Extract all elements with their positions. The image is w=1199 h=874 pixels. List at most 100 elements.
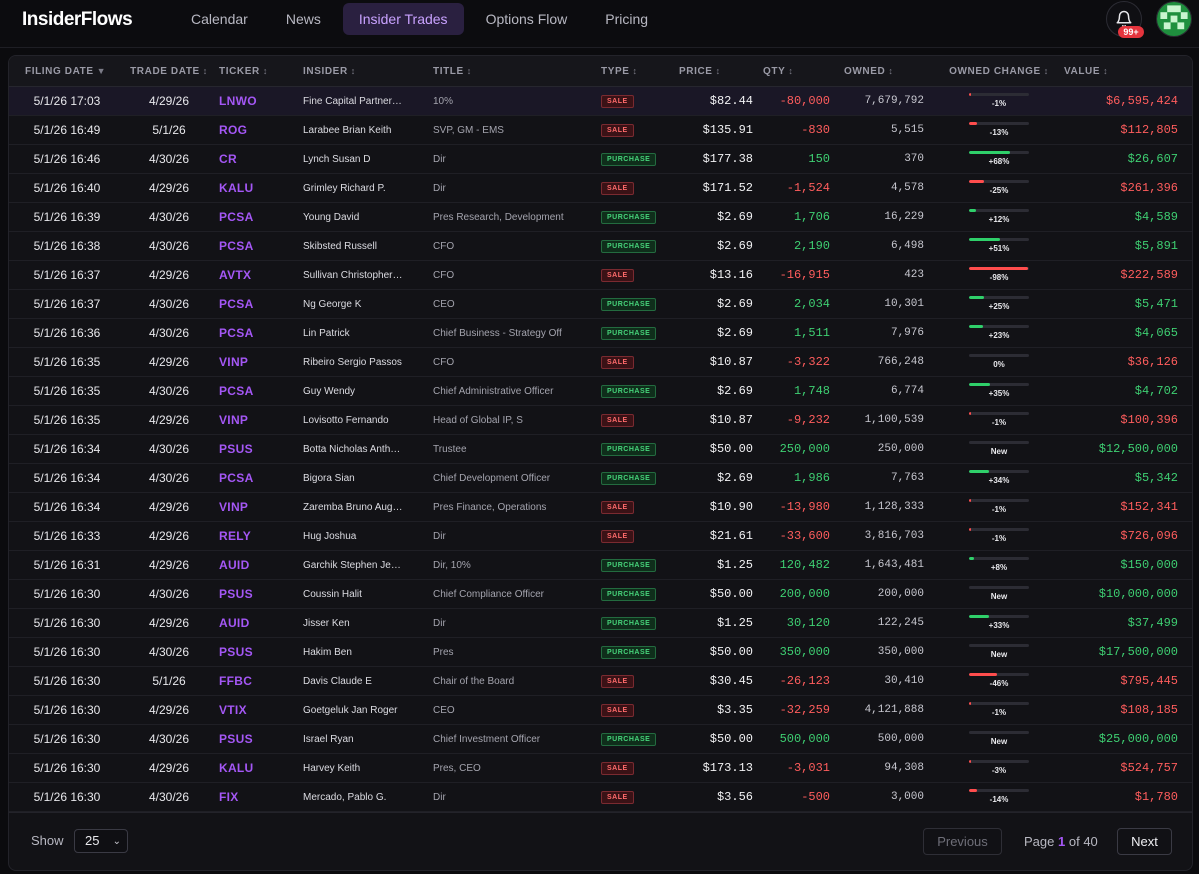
ticker-cell[interactable]: PCSA xyxy=(219,376,303,406)
filing-date-cell: 5/1/26 16:35 xyxy=(9,347,119,377)
nav-item-options-flow[interactable]: Options Flow xyxy=(485,11,568,27)
owned-change-indicator: +12% xyxy=(969,207,1029,227)
table-row[interactable]: 5/1/26 17:03 4/29/26 LNWO Fine Capital Part… xyxy=(9,86,1192,116)
title-cell: Trustee xyxy=(433,434,601,464)
table-row[interactable]: 5/1/26 16:49 5/1/26 ROG Larabee Brian Keith… xyxy=(9,115,1192,145)
column-header-price[interactable]: PRICE ↕ xyxy=(679,56,763,87)
next-page-button[interactable]: Next xyxy=(1117,828,1172,855)
ticker-cell[interactable]: AVTX xyxy=(219,260,303,290)
table-row[interactable]: 5/1/26 16:30 4/30/26 PSUS Israel Ryan Chief … xyxy=(9,724,1192,754)
table-row[interactable]: 5/1/26 16:35 4/30/26 PCSA Guy Wendy Chief Ad… xyxy=(9,376,1192,406)
ticker-cell[interactable]: PCSA xyxy=(219,202,303,232)
table-row[interactable]: 5/1/26 16:39 4/30/26 PCSA Young David Pres R… xyxy=(9,202,1192,232)
ticker-cell[interactable]: CR xyxy=(219,144,303,174)
table-row[interactable]: 5/1/26 16:35 4/29/26 VINP Lovisotto Fernand… xyxy=(9,405,1192,435)
ticker-cell[interactable]: VINP xyxy=(219,405,303,435)
ticker-cell[interactable]: KALU xyxy=(219,173,303,203)
table-row[interactable]: 5/1/26 16:31 4/29/26 AUID Garchik Stephen J… xyxy=(9,550,1192,580)
table-row[interactable]: 5/1/26 16:38 4/30/26 PCSA Skibsted Russell C… xyxy=(9,231,1192,261)
table-row[interactable]: 5/1/26 16:34 4/30/26 PCSA Bigora Sian Chief … xyxy=(9,463,1192,493)
nav-item-news[interactable]: News xyxy=(285,11,321,27)
ticker-cell[interactable]: PCSA xyxy=(219,318,303,348)
table-row[interactable]: 5/1/26 16:37 4/30/26 PCSA Ng George K CEO PUR… xyxy=(9,289,1192,319)
type-badge: SALE xyxy=(601,675,634,688)
type-badge: PURCHASE xyxy=(601,211,657,224)
ticker-cell[interactable]: KALU xyxy=(219,753,303,783)
ticker-cell[interactable]: RELY xyxy=(219,521,303,551)
ticker-cell[interactable]: PCSA xyxy=(219,289,303,319)
nav-item-pricing[interactable]: Pricing xyxy=(605,11,649,27)
type-cell: PURCHASE xyxy=(601,434,679,464)
column-header-filing-date[interactable]: FILING DATE ▼ xyxy=(9,56,119,87)
ticker-cell[interactable]: VTIX xyxy=(219,695,303,725)
nav-item-insider-trades[interactable]: Insider Trades xyxy=(342,3,464,35)
table-row[interactable]: 5/1/26 16:30 4/29/26 VTIX Goetgeluk Jan Rog… xyxy=(9,695,1192,725)
owned-change-indicator: New xyxy=(969,642,1029,662)
ticker-cell[interactable]: AUID xyxy=(219,608,303,638)
column-header-qty[interactable]: QTY ↕ xyxy=(763,56,844,87)
table-row[interactable]: 5/1/26 16:37 4/29/26 AVTX Sullivan Christop… xyxy=(9,260,1192,290)
column-header-ticker[interactable]: TICKER ↕ xyxy=(219,56,303,87)
column-header-owned[interactable]: OWNED ↕ xyxy=(844,56,934,87)
user-avatar-button[interactable] xyxy=(1156,1,1192,37)
sort-icon: ↕ xyxy=(1043,65,1049,76)
ticker-cell[interactable]: PSUS xyxy=(219,724,303,754)
ticker-cell[interactable]: FFBC xyxy=(219,666,303,696)
ticker-cell[interactable]: VINP xyxy=(219,492,303,522)
ticker-cell[interactable]: PCSA xyxy=(219,231,303,261)
owned-change-cell: +68% xyxy=(934,144,1064,174)
ticker-cell[interactable]: AUID xyxy=(219,550,303,580)
owned-cell: 30,410 xyxy=(844,666,934,696)
ticker-cell[interactable]: PSUS xyxy=(219,579,303,609)
qty-cell: 2,034 xyxy=(763,289,844,319)
table-row[interactable]: 5/1/26 16:33 4/29/26 RELY Hug Joshua Dir SALE… xyxy=(9,521,1192,551)
table-row[interactable]: 5/1/26 16:30 4/30/26 PSUS Coussin Halit Chie… xyxy=(9,579,1192,609)
qty-cell: -32,259 xyxy=(763,695,844,725)
table-row[interactable]: 5/1/26 16:34 4/29/26 VINP Zaremba Bruno Aug… xyxy=(9,492,1192,522)
insider-cell: Hug Joshua xyxy=(303,521,433,551)
column-header-type[interactable]: TYPE ↕ xyxy=(601,56,679,87)
table-row[interactable]: 5/1/26 16:30 4/30/26 PSUS Hakim Ben Pres PURC… xyxy=(9,637,1192,667)
app-logo[interactable]: InsiderFlows xyxy=(22,9,133,30)
table-row[interactable]: 5/1/26 16:30 4/30/26 FIX Mercado, Pablo G. D… xyxy=(9,782,1192,812)
type-badge: SALE xyxy=(601,269,634,282)
title-cell: Chief Investment Officer xyxy=(433,724,601,754)
ticker-cell[interactable]: LNWO xyxy=(219,86,303,116)
page-size-select[interactable]: 25 ⌄ xyxy=(74,829,128,853)
ticker-cell[interactable]: ROG xyxy=(219,115,303,145)
previous-page-button[interactable]: Previous xyxy=(923,828,1002,855)
price-cell: $3.35 xyxy=(679,695,763,725)
ticker-cell[interactable]: PCSA xyxy=(219,463,303,493)
qty-cell: -1,524 xyxy=(763,173,844,203)
price-cell: $21.61 xyxy=(679,521,763,551)
owned-cell: 122,245 xyxy=(844,608,934,638)
owned-change-cell: +23% xyxy=(934,318,1064,348)
table-body: 5/1/26 17:03 4/29/26 LNWO Fine Capital Part… xyxy=(9,86,1192,812)
table-row[interactable]: 5/1/26 16:34 4/30/26 PSUS Botta Nicholas An… xyxy=(9,434,1192,464)
owned-change-bar-track xyxy=(969,412,1029,415)
ticker-cell[interactable]: VINP xyxy=(219,347,303,377)
ticker-cell[interactable]: PSUS xyxy=(219,637,303,667)
table-row[interactable]: 5/1/26 16:40 4/29/26 KALU Grimley Richard P… xyxy=(9,173,1192,203)
column-header-trade-date[interactable]: TRADE DATE ↕ xyxy=(119,56,219,87)
table-row[interactable]: 5/1/26 16:30 4/29/26 AUID Jisser Ken Dir PURC… xyxy=(9,608,1192,638)
owned-change-bar-fill xyxy=(969,122,977,125)
table-row[interactable]: 5/1/26 16:36 4/30/26 PCSA Lin Patrick Chief … xyxy=(9,318,1192,348)
column-header-owned-change[interactable]: OWNED CHANGE ↕ xyxy=(934,56,1064,87)
ticker-cell[interactable]: PSUS xyxy=(219,434,303,464)
ticker-cell[interactable]: FIX xyxy=(219,782,303,812)
qty-cell: -13,980 xyxy=(763,492,844,522)
table-row[interactable]: 5/1/26 16:46 4/30/26 CR Lynch Susan D Dir PUR… xyxy=(9,144,1192,174)
nav-item-calendar[interactable]: Calendar xyxy=(191,11,248,27)
column-header-title[interactable]: TITLE ↕ xyxy=(433,56,601,87)
column-header-insider[interactable]: INSIDER ↕ xyxy=(303,56,433,87)
insider-cell: Ribeiro Sergio Passos xyxy=(303,347,433,377)
table-row[interactable]: 5/1/26 16:30 5/1/26 FFBC Davis Claude E Chai… xyxy=(9,666,1192,696)
column-header-label: OWNED CHANGE xyxy=(949,65,1041,77)
table-row[interactable]: 5/1/26 16:35 4/29/26 VINP Ribeiro Sergio Pa… xyxy=(9,347,1192,377)
price-cell: $50.00 xyxy=(679,579,763,609)
total-pages: 40 xyxy=(1083,834,1098,849)
table-row[interactable]: 5/1/26 16:30 4/29/26 KALU Harvey Keith Pres,… xyxy=(9,753,1192,783)
column-header-value[interactable]: VALUE ↕ xyxy=(1064,56,1192,87)
owned-cell: 4,121,888 xyxy=(844,695,934,725)
